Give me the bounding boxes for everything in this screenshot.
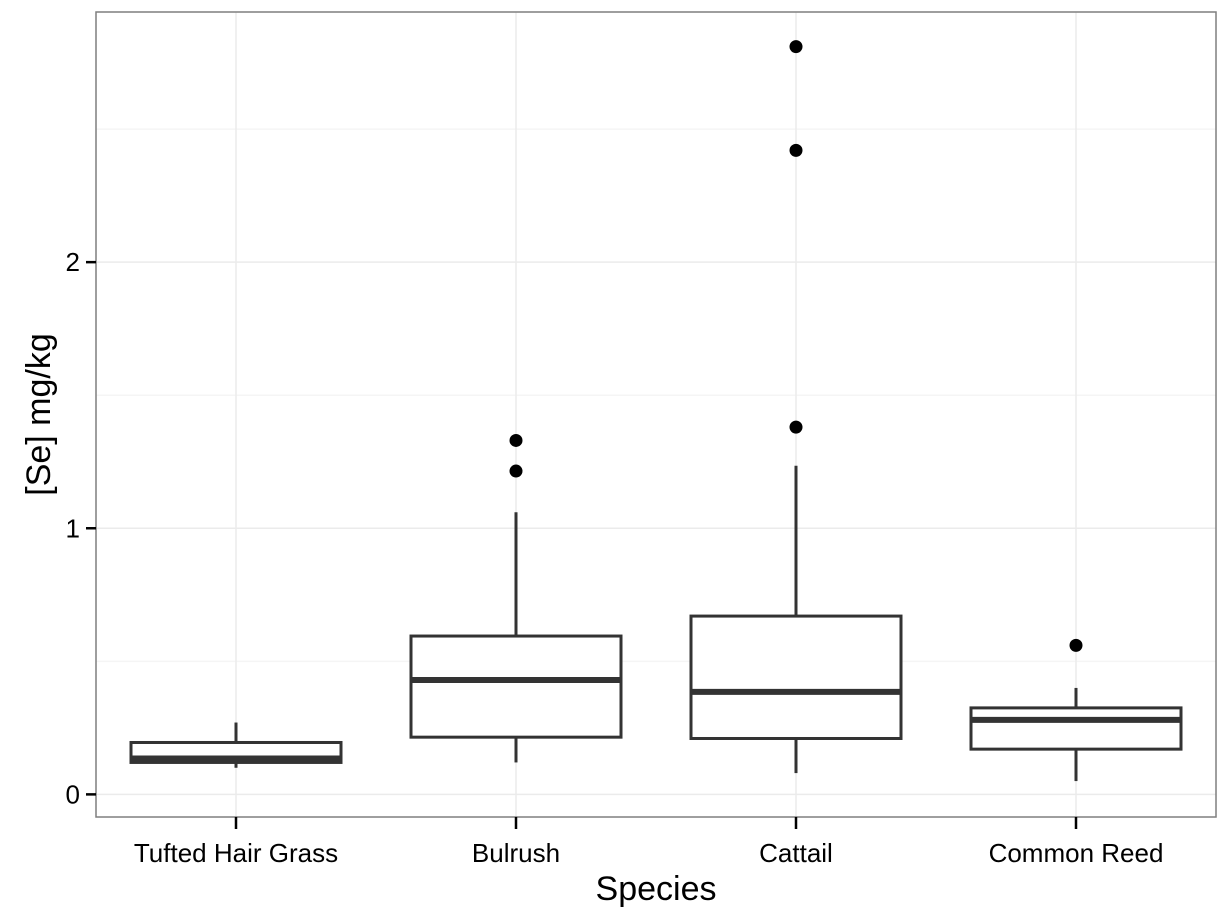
y-tick-label: 0 <box>66 779 80 809</box>
axes: 0 1 2 Tufted Hair Grass Bulrush Cattail Common… <box>66 247 1164 868</box>
y-tick-label: 2 <box>66 247 80 277</box>
box-common-reed <box>969 687 1183 782</box>
outlier-point <box>509 464 523 478</box>
box-body <box>409 634 623 739</box>
box-tufted-hair-grass <box>129 722 343 768</box>
outlier-point <box>789 143 803 157</box>
box-body <box>969 706 1183 751</box>
box-cattail <box>689 465 903 774</box>
outlier-point <box>789 420 803 434</box>
box-bulrush <box>409 512 623 763</box>
box-body <box>689 614 903 740</box>
outlier-point <box>1069 638 1083 652</box>
y-axis-title: [Se] mg/kg <box>20 333 58 496</box>
grid-lines <box>96 12 1216 817</box>
outlier-point <box>509 433 523 447</box>
y-tick-label: 1 <box>66 513 80 543</box>
panel-border <box>95 11 1217 818</box>
x-axis-title: Species <box>596 870 717 908</box>
x-tick-label: Common Reed <box>989 838 1164 868</box>
boxes-layer <box>129 465 1183 782</box>
x-tick-label: Cattail <box>759 838 833 868</box>
outlier-point <box>789 40 803 54</box>
x-tick-label: Bulrush <box>472 838 560 868</box>
outlier-points-layer <box>509 40 1083 652</box>
x-tick-label: Tufted Hair Grass <box>134 838 338 868</box>
